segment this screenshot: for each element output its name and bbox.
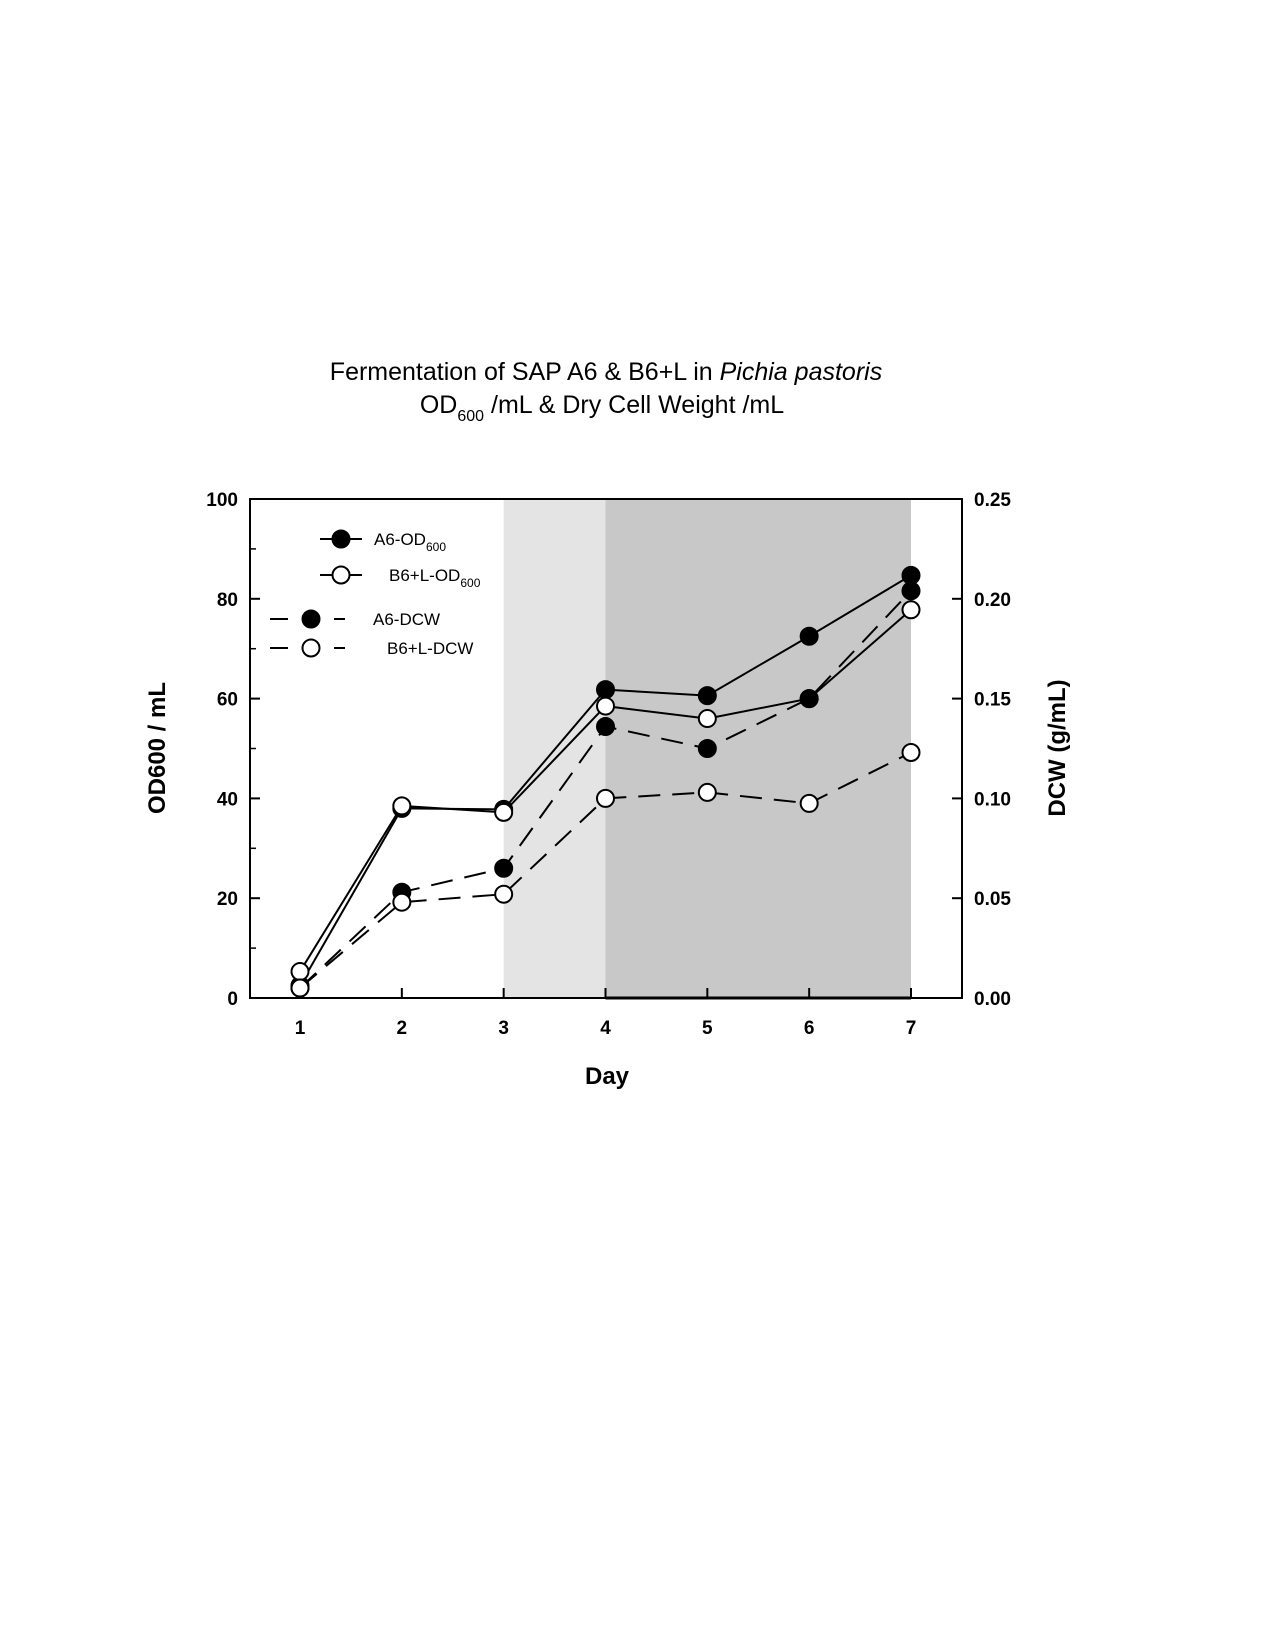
y-tick-label: 20 <box>217 889 238 910</box>
chart-title-line2: OD600 /mL & Dry Cell Weight /mL <box>420 391 784 425</box>
data-point <box>596 788 615 808</box>
data-point <box>901 742 921 762</box>
y2-tick-label: 0.10 <box>974 789 1011 810</box>
data-point <box>697 709 717 729</box>
y2-tick-label: 0.20 <box>974 590 1011 611</box>
data-point <box>697 782 717 802</box>
x-axis-label: Day <box>585 1063 630 1090</box>
y-label-sub: 600 <box>144 738 171 778</box>
x-tick-label: 1 <box>295 1018 306 1039</box>
legend-name: B6+L-OD <box>389 566 460 585</box>
data-point <box>697 739 717 758</box>
data-point <box>596 680 615 700</box>
legend-item: A6-DCW <box>270 609 440 629</box>
y2-tick-label: 0.15 <box>974 690 1011 711</box>
y2-tick-label: 0.05 <box>974 889 1011 910</box>
title-text: Fermentation of SAP A6 & B6+L in <box>330 358 720 386</box>
title-suffix: /mL & Dry Cell Weight /mL <box>484 391 784 419</box>
legend-name: A6-OD <box>374 530 426 549</box>
data-point <box>799 793 819 813</box>
data-point <box>290 978 310 998</box>
legend-subscript: 600 <box>460 576 480 590</box>
legend-subscript: 600 <box>426 540 446 554</box>
data-point <box>392 796 412 816</box>
y-label-suffix: / mL <box>144 682 171 738</box>
y-tick-label: 100 <box>206 490 238 511</box>
data-point <box>596 696 615 716</box>
legend-label: A6-DCW <box>373 610 440 629</box>
data-point <box>697 686 717 706</box>
legend-marker <box>301 638 321 658</box>
y-label-od: OD <box>144 778 171 814</box>
title-species: Pichia pastoris <box>720 358 883 386</box>
y-tick-label: 80 <box>217 590 238 611</box>
data-point <box>392 892 412 912</box>
legend-label: B6+L-OD600 <box>389 566 481 590</box>
legend-label: B6+L-DCW <box>387 639 473 658</box>
x-tick-label: 4 <box>600 1018 611 1039</box>
x-tick-label: 3 <box>498 1018 509 1039</box>
y-tick-label: 0 <box>227 989 238 1010</box>
x-tick-label: 6 <box>804 1018 815 1039</box>
shaded-region-1 <box>605 499 911 998</box>
title-od: OD <box>420 391 458 419</box>
legend-marker <box>331 565 351 585</box>
y2-axis-label: DCW (g/mL) <box>1044 679 1071 816</box>
x-tick-label: 2 <box>397 1018 408 1039</box>
data-point <box>494 802 514 822</box>
legend-marker <box>331 529 351 549</box>
legend-item: B6+L-OD600 <box>320 565 481 590</box>
legend-item: A6-OD600 <box>320 529 446 554</box>
data-point <box>494 858 514 878</box>
legend-item: B6+L-DCW <box>270 638 473 658</box>
x-tick-label: 5 <box>702 1018 713 1039</box>
data-point <box>901 581 921 601</box>
data-point <box>799 626 819 646</box>
data-point <box>901 565 921 585</box>
y2-tick-label: 0.00 <box>974 989 1011 1010</box>
data-point <box>901 600 921 620</box>
y-tick-label: 60 <box>217 690 238 711</box>
legend-label: A6-OD600 <box>374 530 446 554</box>
y-tick-label: 40 <box>217 789 238 810</box>
title-od-subscript: 600 <box>457 408 484 425</box>
legend-name: B6+L-DCW <box>387 639 473 658</box>
data-point <box>290 962 310 982</box>
data-point <box>799 689 819 709</box>
chart-title-line1: Fermentation of SAP A6 & B6+L in Pichia … <box>330 358 882 386</box>
legend-name: A6-DCW <box>373 610 440 629</box>
data-point <box>494 884 514 904</box>
y-axis-label: OD600 / mL <box>144 682 171 814</box>
data-point <box>596 717 615 737</box>
legend-marker <box>301 609 321 629</box>
y2-tick-label: 0.25 <box>974 490 1011 511</box>
x-tick-label: 7 <box>906 1018 917 1039</box>
